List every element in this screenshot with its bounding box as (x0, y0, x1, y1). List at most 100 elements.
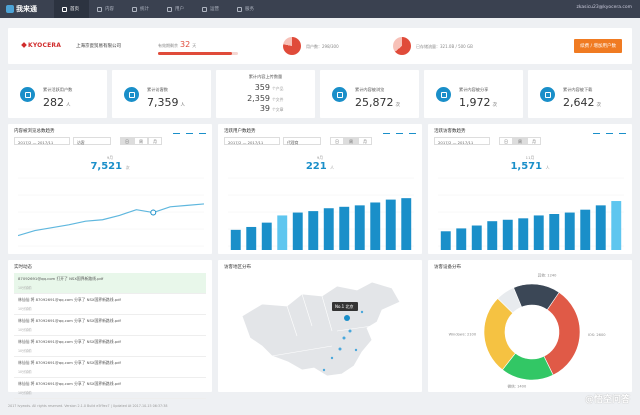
kpi-visitors: 累计访客数 7,359 人 (112, 70, 211, 118)
bar (401, 198, 412, 250)
bar (549, 214, 560, 250)
line-chart-icon[interactable] (173, 128, 180, 134)
nav-item-ops[interactable]: 运营 (194, 0, 229, 18)
nav-item-stats[interactable]: 统计 (124, 0, 159, 18)
kpi-downloads: 累计内容被下载 2,642 次 (528, 70, 632, 118)
seg-day[interactable]: 日 (499, 137, 513, 145)
slice-label: 微信: 1400 (508, 384, 527, 389)
stats-icon (132, 6, 137, 12)
bar (580, 209, 591, 250)
service-icon (237, 6, 242, 12)
bar (292, 212, 303, 250)
map-point (348, 329, 352, 333)
seg-month[interactable]: 月 (358, 137, 372, 145)
seg-month[interactable]: 月 (527, 137, 541, 145)
slice-label: IOS: 2600 (588, 333, 606, 337)
filter-select[interactable]: 访客 (73, 137, 111, 145)
slice-label: 其他: 1240 (538, 272, 557, 277)
nav-item-service[interactable]: 服务 (229, 0, 264, 18)
date-range-input[interactable]: 2017/2 — 2017/11 (224, 137, 280, 145)
user-account-menu[interactable]: zkasicu23@kyocera.com (576, 5, 632, 10)
bar (354, 205, 365, 250)
map-tooltip-text: No.1 北京 (335, 303, 353, 309)
series-line (18, 203, 204, 237)
kpi-active-users: 累计活跃用户数 282 人 (8, 70, 107, 118)
nav-item-content[interactable]: 内容 (89, 0, 124, 18)
views-trend-card: 内容被浏览总数趋势 2017/2 — 2017/11 访客 日周月 9月 7,5… (8, 124, 212, 254)
seg-week[interactable]: 周 (134, 137, 148, 145)
line-chart-icon[interactable] (383, 128, 390, 134)
nav-item-users[interactable]: 用户 (159, 0, 194, 18)
users-quota-pie-icon (283, 37, 301, 55)
bar (339, 206, 350, 250)
bar-chart-icon[interactable] (606, 128, 613, 134)
map-point (344, 315, 350, 321)
list-item[interactable]: 林仙仙 将 87092691@qq.com 分享了 NSX国界新路线.pdf 10… (14, 315, 206, 336)
slice-label: Windows: 2100 (449, 333, 477, 337)
bar (370, 202, 381, 250)
kpi-uploads: 累计内容上传数量 359 个产品 2,359 个文件 39 个文章 (216, 70, 315, 118)
device-distribution-card: 访客设备分布 IOS: 2600 微信: 1400 Windows: 2100 其他:… (428, 260, 632, 392)
bar (246, 226, 257, 250)
highlight-value: 1,571 人 (510, 161, 550, 172)
app-logo[interactable]: 我来通 (6, 4, 37, 14)
map-point (322, 368, 326, 372)
line-chart-icon[interactable] (593, 128, 600, 134)
seg-week[interactable]: 周 (344, 137, 358, 145)
footer-text: 2017 Ivyexds. All rights reserved. Versi… (8, 404, 168, 408)
bar-chart-icon[interactable] (186, 128, 193, 134)
seg-week[interactable]: 周 (513, 137, 527, 145)
active-visitors-bar-chart (438, 177, 624, 250)
highlight-label: 11月 (525, 155, 535, 160)
highlight-value: 221 人 (305, 161, 335, 172)
bar (323, 208, 334, 250)
china-map[interactable]: No.1 北京 (232, 276, 412, 386)
list-item[interactable]: 林仙仙 将 87092691@qq.com 分享了 NSX国界新路线.pdf 10… (14, 357, 206, 378)
bar (456, 228, 467, 250)
map-tooltip (332, 302, 358, 311)
ops-icon (202, 6, 207, 12)
nav-item-home[interactable]: 首页 (54, 0, 89, 18)
pie-slice (543, 291, 581, 376)
kpi-views: 累计内容被浏览 25,872 次 (320, 70, 419, 118)
seg-day[interactable]: 日 (330, 137, 344, 145)
renew-button[interactable]: 续费 / 增加用户数 (574, 39, 622, 53)
bar (471, 225, 482, 250)
activity-feed: 87092691@qq.com 打开了 NSX国界新路线.pdf 10分钟前 林仙… (14, 273, 206, 399)
filter-select[interactable]: 代理商 (283, 137, 321, 145)
bar (308, 211, 319, 250)
date-range-input[interactable]: 2017/2 — 2017/11 (434, 137, 490, 145)
highlight-value: 7,521 次 (90, 161, 130, 172)
remaining-days-bar (158, 52, 238, 55)
map-point (342, 336, 346, 340)
list-item[interactable]: 林仙仙 将 87092691@qq.com 分享了 NSX国界新路线.pdf 10… (14, 294, 206, 315)
content-icon (97, 6, 102, 12)
storage-quota: 已存储流量：321.0B / 500 GB (416, 44, 473, 49)
home-icon (62, 6, 67, 12)
list-item[interactable]: 林仙仙 将 87092691@qq.com 分享了 NSX国界新路线.pdf 10… (14, 378, 206, 399)
table-icon[interactable] (409, 128, 416, 134)
seg-month[interactable]: 月 (148, 137, 162, 145)
main-nav: 首页 内容 统计 用户 运营 服务 (54, 0, 264, 18)
table-icon[interactable] (199, 128, 206, 134)
users-quota: 用户数：298/300 (306, 44, 339, 49)
highlight-label: 9月 (106, 155, 114, 160)
bar (564, 212, 575, 250)
bar (533, 215, 544, 250)
list-item[interactable]: 林仙仙 将 87092691@qq.com 分享了 NSX国界新路线.pdf 10… (14, 336, 206, 357)
bar (277, 215, 288, 250)
highlight-label: 9月 (316, 155, 324, 160)
map-point (360, 310, 364, 314)
seg-day[interactable]: 日 (120, 137, 134, 145)
bar (502, 219, 513, 250)
device-donut-chart: IOS: 2600 微信: 1400 Windows: 2100 其他: 1240 (449, 272, 607, 389)
bar (261, 222, 272, 250)
list-item[interactable]: 87092691@qq.com 打开了 NSX国界新路线.pdf 10分钟前 (14, 273, 206, 294)
logo-icon (6, 5, 14, 13)
date-range-input[interactable]: 2017/2 — 2017/11 (14, 137, 70, 145)
active-users-bar-chart (228, 177, 414, 250)
visitor-map-card: 访客地区分布 No.1 北京 (218, 260, 422, 392)
bar-chart-icon[interactable] (396, 128, 403, 134)
table-icon[interactable] (619, 128, 626, 134)
active-users-trend-card: 活跃用户数趋势 2017/2 — 2017/11 代理商 日周月 9月 221 … (218, 124, 422, 254)
